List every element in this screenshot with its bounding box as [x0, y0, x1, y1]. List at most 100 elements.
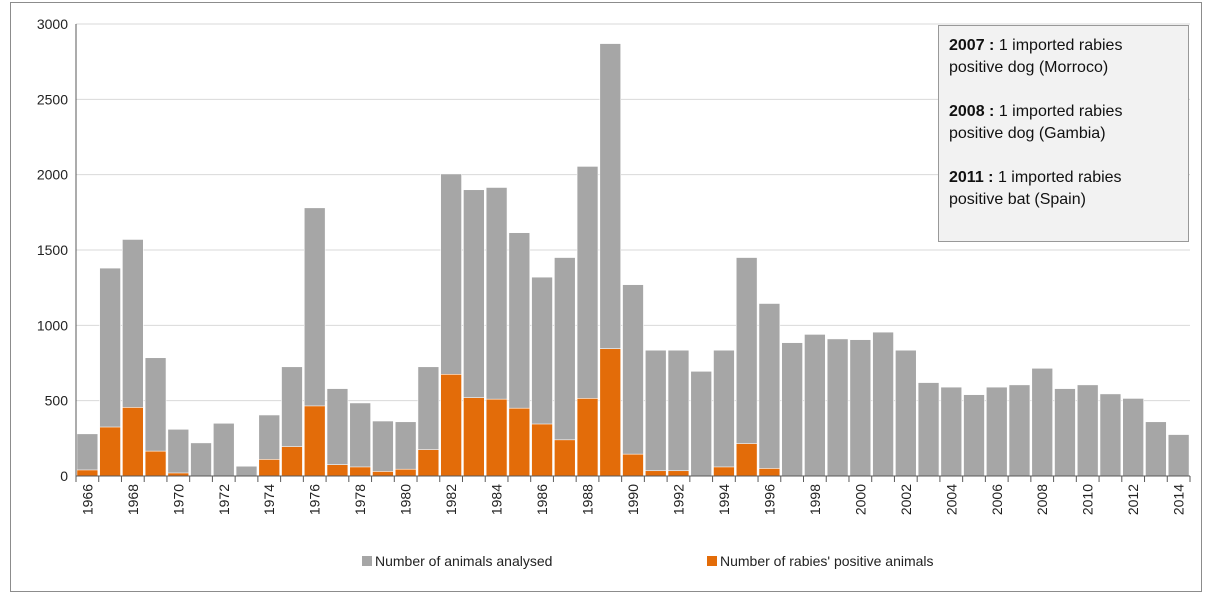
bar-positive-1995: [735, 443, 758, 477]
x-tick-label: 2014: [1171, 484, 1187, 515]
legend-label-positive: Number of rabies' positive animals: [720, 553, 934, 569]
bar-positive-1991: [644, 470, 667, 477]
y-tick-label: 1500: [37, 242, 68, 258]
y-tick-label: 2500: [37, 91, 68, 107]
annotation-2007: 2007 : 1 imported rabies positive dog (M…: [949, 37, 1123, 76]
bar-analysed-2013: [1145, 421, 1167, 477]
x-tick-label: 2004: [943, 484, 959, 515]
x-tick-label: 1970: [170, 484, 186, 515]
bar-positive-1986: [531, 423, 553, 477]
x-tick-label: 1984: [489, 484, 505, 515]
x-tick-label: 2006: [989, 484, 1005, 515]
bar-analysed-1999: [826, 338, 849, 477]
bar-analysed-1978: [349, 402, 371, 477]
annotation-2008: 2008 : 1 imported rabies positive dog (G…: [949, 103, 1123, 142]
bar-analysed-2009: [1054, 388, 1076, 477]
bar-positive-1988: [576, 398, 599, 477]
bar-analysed-2012: [1122, 398, 1144, 477]
bar-analysed-2003: [917, 382, 940, 477]
bar-analysed-2000: [849, 339, 872, 477]
bar-positive-1969: [144, 450, 167, 477]
x-tick-label: 2008: [1034, 484, 1050, 515]
x-tick-label: 2000: [852, 484, 868, 515]
bar-analysed-1972: [213, 422, 235, 477]
bar-positive-1975: [281, 446, 303, 477]
bar-positive-1996: [758, 468, 781, 477]
x-tick-label: 1968: [125, 484, 141, 515]
legend-label-analysed: Number of animals analysed: [375, 553, 552, 569]
x-tick-label: 1972: [216, 484, 232, 515]
bar-analysed-1977: [326, 388, 349, 477]
axes: 0 500 1000 1500 2000 2500 3000 1966 1968 1970 1972…: [37, 16, 1191, 515]
bar-positive-1981: [417, 449, 440, 477]
bar-analysed-1971: [190, 442, 212, 477]
x-tick-label: 1978: [352, 484, 368, 515]
bar-positive-1989: [599, 348, 622, 477]
bar-analysed-1992: [667, 349, 690, 477]
bar-positive-1980: [394, 468, 417, 477]
x-tick-label: 2010: [1080, 484, 1096, 515]
bar-positive-1968: [122, 407, 144, 477]
bar-analysed-1996: [758, 303, 781, 477]
bar-positive-1977: [326, 464, 349, 477]
bar-positive-1990: [622, 453, 644, 477]
bars: [76, 43, 1190, 477]
annotation-box: 2007 : 1 imported rabies positive dog (M…: [938, 25, 1189, 242]
bar-positive-1987: [554, 439, 576, 477]
bar-analysed-1980: [394, 421, 417, 477]
x-tick-label: 1998: [807, 484, 823, 515]
bar-analysed-2002: [895, 349, 917, 477]
x-tick-label: 1990: [625, 484, 641, 515]
x-tick-label: 2012: [1125, 484, 1141, 515]
legend-swatch-positive: [707, 556, 717, 566]
bar-analysed-2006: [985, 386, 1008, 477]
bar-analysed-1998: [804, 334, 826, 477]
x-tick-label: 2002: [898, 484, 914, 515]
x-tick-label: 1996: [761, 484, 777, 515]
bar-analysed-1991: [644, 349, 667, 477]
bar-analysed-1993: [690, 370, 712, 477]
bar-positive-1974: [258, 459, 281, 477]
bar-analysed-1997: [781, 342, 803, 477]
x-tick-label: 1992: [670, 484, 686, 515]
x-tick-label: 1994: [716, 484, 732, 515]
bar-positive-1992: [667, 470, 690, 477]
x-tick-label: 1976: [307, 484, 323, 515]
bar-analysed-1973: [235, 465, 258, 477]
x-tick-label: 1982: [443, 484, 459, 515]
bar-positive-1979: [372, 471, 394, 477]
bar-analysed-2004: [940, 386, 963, 477]
y-tick-label: 3000: [37, 16, 68, 32]
bar-analysed-2011: [1099, 393, 1122, 477]
legend: Number of animals analysed Number of rab…: [362, 553, 934, 569]
bar-positive-1966: [76, 469, 99, 477]
bar-positive-1982: [440, 373, 462, 477]
bar-analysed-1979: [372, 420, 394, 477]
y-tick-label: 2000: [37, 167, 68, 183]
bar-analysed-1995: [735, 257, 758, 477]
x-tick-label: 1988: [580, 484, 596, 515]
bar-positive-1978: [349, 466, 371, 477]
bar-positive-1984: [485, 398, 508, 477]
bar-analysed-2007: [1008, 384, 1031, 477]
y-tick-label: 0: [60, 468, 68, 484]
bar-positive-1967: [99, 426, 121, 477]
bar-positive-1985: [508, 407, 531, 477]
bar-analysed-2014: [1167, 434, 1190, 477]
x-tick-label: 1966: [79, 484, 95, 515]
bar-positive-1983: [463, 397, 485, 477]
y-tick-label: 500: [45, 393, 69, 409]
bar-analysed-1966: [76, 433, 99, 477]
x-tick-label: 1986: [534, 484, 550, 515]
bar-analysed-2005: [963, 394, 985, 477]
annotation-2011: 2011 : 1 imported rabies positive bat (S…: [949, 169, 1122, 208]
bar-analysed-2001: [872, 331, 894, 477]
bar-analysed-1970: [167, 428, 190, 477]
bar-analysed-2008: [1031, 367, 1053, 477]
bar-analysed-2010: [1076, 384, 1099, 477]
x-tick-label: 1974: [261, 484, 277, 515]
bar-analysed-1994: [713, 349, 735, 477]
x-tick-label: 1980: [398, 484, 414, 515]
legend-swatch-analysed: [362, 556, 372, 566]
